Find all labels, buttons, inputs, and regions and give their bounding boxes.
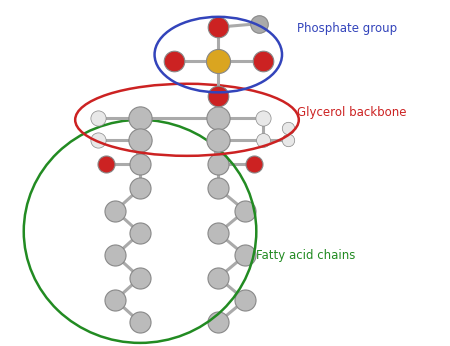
Point [242,297,249,303]
Point [284,126,291,131]
Point [170,59,177,64]
Point [136,115,144,121]
Point [215,93,222,99]
Text: Phosphate group: Phosphate group [297,22,397,35]
Point [215,186,222,191]
Point [215,24,222,30]
Point [255,21,262,26]
Point [215,138,222,143]
Point [215,275,222,281]
Point [94,138,101,143]
Point [259,59,266,64]
Point [112,297,119,303]
Point [136,275,144,281]
Point [242,253,249,258]
Point [259,138,266,143]
Point [136,186,144,191]
Point [251,162,258,167]
Point [215,115,222,121]
Text: Glycerol backbone: Glycerol backbone [297,107,406,119]
Point [242,208,249,213]
Point [215,59,222,64]
Point [136,230,144,236]
Point [284,138,291,143]
Point [136,162,144,167]
Point [112,253,119,258]
Point [215,230,222,236]
Text: Fatty acid chains: Fatty acid chains [256,249,356,262]
Point [103,162,110,167]
Point [259,115,266,121]
Point [112,208,119,213]
Point [215,162,222,167]
Point [215,320,222,325]
Point [94,115,101,121]
Point [136,320,144,325]
Point [136,138,144,143]
Point [215,93,222,99]
